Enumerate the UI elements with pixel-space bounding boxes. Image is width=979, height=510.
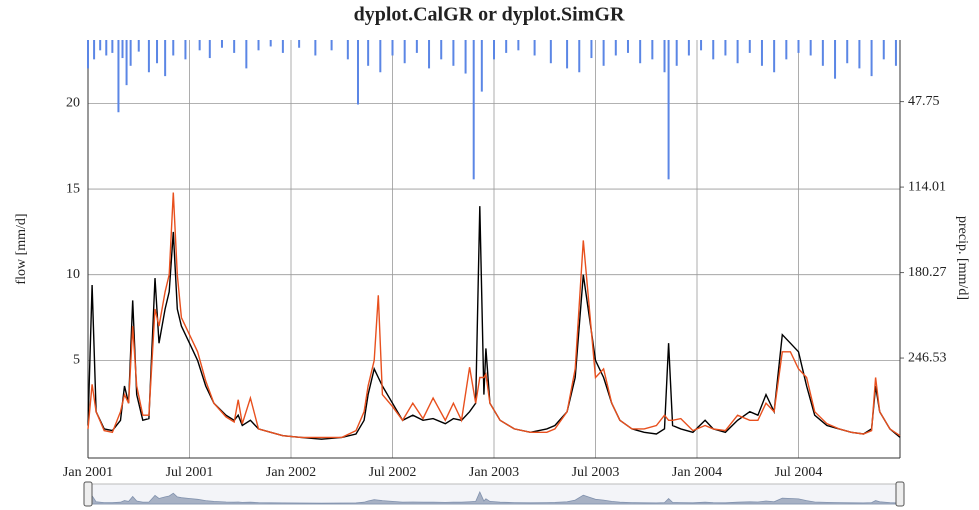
precip-bar (870, 40, 873, 77)
precip-bar (846, 40, 849, 64)
precip-bar (687, 40, 690, 56)
x-tick-label: Jan 2002 (266, 465, 316, 480)
precip-bar (156, 40, 159, 64)
precip-bar (533, 40, 536, 56)
precip-bar (87, 40, 89, 69)
precip-bar (356, 40, 359, 105)
precip-bar (639, 40, 642, 64)
precip-bar (748, 40, 751, 53)
x-tick-label: Jan 2004 (672, 465, 722, 480)
precip-bar (614, 40, 617, 56)
y2-axis-label: precip. [mm/d] (955, 216, 970, 300)
precip-bar (834, 40, 837, 79)
y-tick-label: 20 (66, 96, 80, 111)
precip-bar (314, 40, 317, 56)
precip-bar (809, 40, 812, 56)
precip-bar (198, 40, 201, 51)
precip-bar (257, 40, 260, 51)
y-tick-label: 10 (66, 267, 80, 282)
y2-tick-label: 246.53 (908, 350, 947, 365)
precip-bar (233, 40, 236, 53)
range-handle[interactable] (83, 481, 93, 507)
precip-bar (578, 40, 581, 73)
precip-bar (472, 40, 475, 180)
precip-bar (172, 40, 175, 56)
precip-bar (712, 40, 715, 60)
precip-bar (773, 40, 776, 73)
precip-bar (184, 40, 187, 60)
y2-tick-label: 180.27 (908, 265, 947, 280)
y-tick-label: 5 (73, 353, 80, 368)
precip-bar (111, 40, 114, 53)
precip-bar (797, 40, 800, 53)
precip-bar (298, 40, 301, 48)
range-selector-area (87, 491, 901, 505)
precip-bar (736, 40, 739, 64)
precip-bar (480, 40, 483, 92)
precip-bar (667, 40, 670, 180)
precip-bar (626, 40, 629, 53)
x-tick-label: Jan 2003 (469, 465, 519, 480)
precip-bar (391, 40, 394, 56)
precip-bar (281, 40, 284, 53)
y2-tick-label: 114.01 (908, 179, 946, 194)
precip-bar (147, 40, 150, 73)
precip-bar (367, 40, 370, 66)
precip-bar (105, 40, 108, 56)
precip-bar (164, 40, 167, 77)
precip-bar (346, 40, 349, 60)
precip-bar (858, 40, 861, 69)
precip-bar (493, 40, 495, 60)
precip-bar (330, 40, 333, 51)
precip-bar (415, 40, 418, 53)
precip-bar (724, 40, 727, 56)
precip-bar (125, 40, 128, 86)
precip-bar (137, 40, 140, 52)
precip-bar (464, 40, 467, 74)
precip-bar (129, 40, 132, 66)
precip-bar (208, 40, 211, 59)
precip-bar (651, 40, 654, 60)
chart-title: dyplot.CalGR or dyplot.SimGR (354, 4, 625, 26)
precip-bar (675, 40, 678, 66)
precip-bar (760, 40, 763, 66)
flow-line (87, 206, 901, 440)
range-handle[interactable] (895, 481, 905, 507)
precip-bar (882, 40, 885, 60)
y-axis-label: flow [mm/d] (14, 213, 29, 284)
precip-bar (269, 40, 272, 47)
precip-bar (700, 40, 703, 51)
y-tick-label: 15 (66, 181, 80, 196)
precip-bar (549, 40, 552, 64)
flow-line (87, 192, 901, 439)
precip-bar (602, 40, 605, 66)
precip-bar (590, 40, 593, 59)
precip-bar (517, 40, 520, 51)
precip-bar (663, 40, 666, 73)
x-tick-label: Jul 2003 (572, 465, 620, 480)
precip-bar (440, 40, 443, 60)
x-tick-label: Jul 2001 (166, 465, 214, 480)
precip-bar (403, 40, 406, 64)
precip-bar (452, 40, 455, 66)
precip-bar (894, 40, 897, 66)
y2-tick-label: 47.75 (908, 94, 940, 109)
x-tick-label: Jul 2004 (775, 465, 823, 480)
precip-bar (99, 40, 102, 51)
precip-bar (379, 40, 382, 73)
precip-bar (505, 40, 508, 53)
precip-bar (121, 40, 124, 59)
precip-bar (117, 40, 120, 113)
precip-bar (428, 40, 431, 69)
x-tick-label: Jul 2002 (369, 465, 417, 480)
x-tick-label: Jan 2001 (63, 465, 113, 480)
precip-bar (245, 40, 248, 69)
precip-bar (93, 40, 96, 60)
precip-bar (220, 40, 223, 48)
precip-bar (785, 40, 788, 60)
precip-bar (821, 40, 824, 66)
precip-bar (566, 40, 569, 69)
